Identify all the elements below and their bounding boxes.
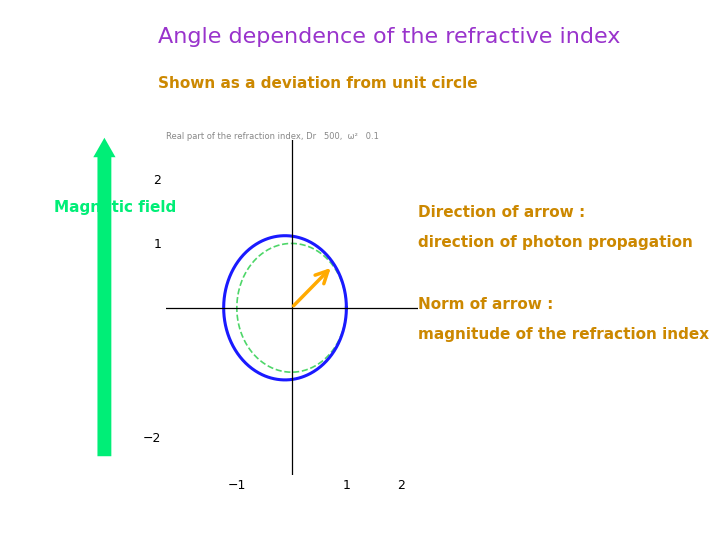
Text: Shown as a deviation from unit circle: Shown as a deviation from unit circle [158,76,478,91]
Text: Direction of arrow :: Direction of arrow : [418,205,585,220]
Text: Real part of the refraction index, Dr   500,  ω²   0.1: Real part of the refraction index, Dr 50… [166,132,379,141]
Text: magnitude of the refraction index: magnitude of the refraction index [418,327,708,342]
Text: Norm of arrow :: Norm of arrow : [418,297,553,312]
Text: Angle dependence of the refractive index: Angle dependence of the refractive index [158,27,621,47]
Text: Magnetic field: Magnetic field [54,200,176,215]
Text: direction of photon propagation: direction of photon propagation [418,235,693,250]
